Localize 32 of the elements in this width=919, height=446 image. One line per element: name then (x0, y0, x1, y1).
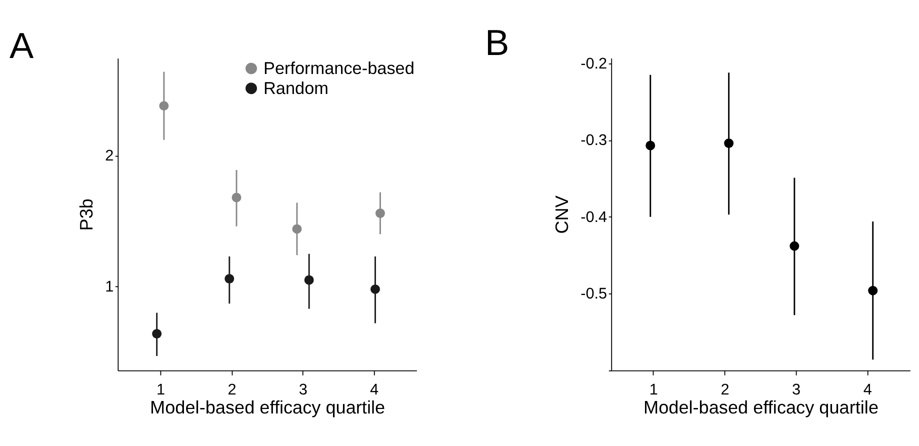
x-tick-label: 1 (156, 381, 166, 398)
x-tick-label: 4 (370, 381, 379, 398)
point (868, 286, 878, 296)
x-tick-label: 2 (228, 381, 236, 398)
point (304, 275, 314, 285)
x-axis-title: Model-based efficacy quartile (150, 397, 386, 418)
point (224, 274, 234, 284)
point (232, 192, 242, 202)
y-tick-label: -0.4 (580, 208, 608, 226)
y-axis-title: CNV (552, 196, 572, 234)
legend-label: Performance-based (263, 58, 414, 78)
x-axis-title: Model-based efficacy quartile (643, 397, 879, 418)
y-axis-title: P3b (76, 198, 96, 231)
point (790, 241, 800, 251)
point (152, 328, 162, 338)
point (646, 140, 656, 150)
point (292, 224, 302, 234)
y-tick-label: -0.5 (580, 286, 608, 303)
point (159, 101, 169, 111)
point (370, 284, 380, 294)
point (724, 138, 734, 148)
y-tick-label: -0.3 (580, 132, 608, 150)
point (375, 208, 385, 218)
x-tick-label: 1 (649, 381, 658, 398)
legend-label: Random (263, 78, 328, 98)
x-tick-label: 3 (792, 381, 801, 398)
chart-title: B (485, 22, 510, 64)
chart-title: A (10, 25, 35, 66)
x-tick-label: 2 (720, 381, 730, 398)
x-tick-label: 4 (863, 381, 872, 398)
y-tick-label: -0.2 (580, 55, 608, 72)
x-tick-label: 3 (298, 381, 308, 398)
